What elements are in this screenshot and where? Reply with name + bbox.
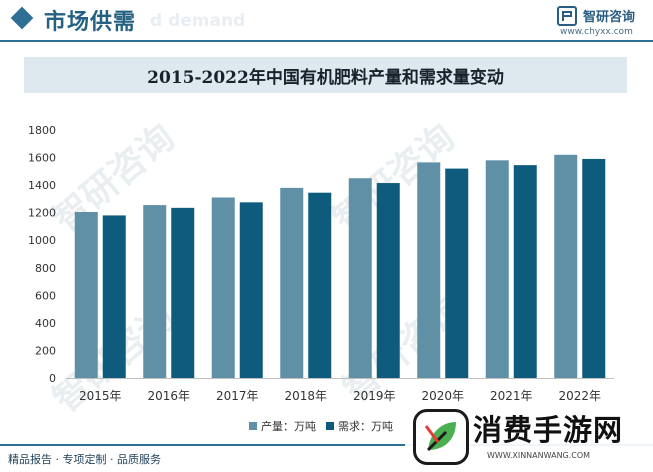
bar-demand: [308, 192, 332, 378]
bar-production: [348, 178, 372, 378]
x-tick-label: 2017年: [216, 389, 259, 403]
legend-label-demand: 需求：万吨: [338, 420, 393, 433]
footer-divider: [0, 444, 653, 446]
bar-production: [280, 187, 304, 378]
footer-slogan: 精品报告 · 专项定制 · 品质服务: [8, 453, 161, 466]
bar-demand: [582, 158, 606, 378]
bar-demand: [171, 207, 195, 378]
overlay-ad-url: WWW.XINNANWANG.COM: [487, 451, 591, 460]
y-tick-label: 800: [35, 262, 56, 275]
brand-url: www.chyxx.com: [560, 27, 633, 37]
chart-title-box: 2015-2022年中国有机肥料产量和需求量变动: [24, 57, 627, 93]
chart-title: 2015-2022年中国有机肥料产量和需求量变动: [147, 67, 504, 88]
overlay-ad-name: 消费手游网: [473, 413, 624, 447]
x-tick-label: 2016年: [147, 389, 190, 403]
x-tick-label: 2018年: [284, 389, 327, 403]
y-tick-label: 1800: [28, 124, 56, 137]
y-tick-label: 1400: [28, 179, 56, 192]
page-header: 市场供需 d demand 智研咨询 www.chyxx.com: [0, 0, 653, 40]
brand-name: 智研咨询: [583, 10, 636, 25]
bar-demand: [445, 168, 469, 378]
y-tick-label: 0: [49, 372, 56, 385]
leaf-logo-icon: [413, 409, 469, 465]
brand-logo-icon: [557, 6, 577, 26]
bar-production: [143, 205, 167, 378]
bar-demand: [513, 165, 537, 378]
y-tick-label: 1600: [28, 152, 56, 165]
x-tick-label: 2022年: [558, 389, 601, 403]
y-tick-label: 1000: [28, 234, 56, 247]
bar-demand: [102, 215, 126, 378]
legend-swatch-production: [249, 422, 257, 430]
bar-production: [485, 160, 509, 378]
chart-legend: 产量：万吨 需求：万吨: [249, 418, 393, 434]
y-tick-label: 600: [35, 289, 56, 302]
bar-demand: [376, 183, 400, 378]
bar-production: [74, 211, 98, 378]
bar-production: [554, 154, 578, 378]
header-divider: [0, 40, 653, 42]
legend-item-production: 产量：万吨: [249, 418, 316, 434]
legend-item-demand: 需求：万吨: [326, 418, 393, 434]
x-tick-label: 2021年: [490, 389, 533, 403]
bar-production: [211, 197, 235, 378]
section-ghost-text: d demand: [150, 11, 246, 31]
x-tick-label: 2019年: [353, 389, 396, 403]
bar-production: [417, 162, 441, 378]
section-title: 市场供需: [44, 10, 137, 35]
legend-label-production: 产量：万吨: [261, 420, 316, 433]
overlay-ad-badge[interactable]: 消费手游网 WWW.XINNANWANG.COM: [405, 405, 653, 472]
x-tick-label: 2020年: [421, 389, 464, 403]
y-tick-label: 1200: [28, 207, 56, 220]
x-tick-label: 2015年: [79, 389, 122, 403]
bar-demand: [239, 202, 263, 378]
legend-swatch-demand: [326, 422, 334, 430]
y-tick-label: 200: [35, 344, 56, 357]
y-tick-label: 400: [35, 317, 56, 330]
